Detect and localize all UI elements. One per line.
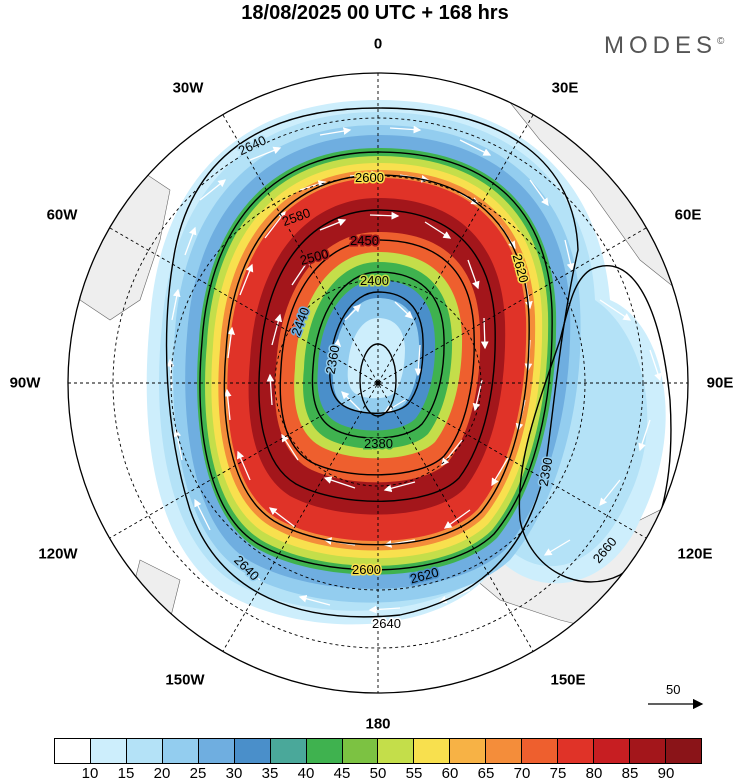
colorbar-cell xyxy=(198,739,235,763)
lon-label-30w: 30W xyxy=(172,79,204,97)
polar-map: 2640 2600 2580 2500 2450 2400 2440 2360 … xyxy=(67,72,689,694)
lon-label-0: 0 xyxy=(373,35,383,53)
contour-label: 2380 xyxy=(364,436,393,451)
colorbar-cell xyxy=(378,739,415,763)
height-contours xyxy=(165,107,672,618)
lon-label-180: 180 xyxy=(365,715,391,733)
colorbar-cell xyxy=(450,739,487,763)
colorbar-cell xyxy=(306,739,343,763)
colorbar-cell xyxy=(162,739,199,763)
lon-label-60e: 60E xyxy=(674,206,702,224)
vector-reference-label: 50 xyxy=(666,682,681,697)
colorbar-label: 45 xyxy=(333,765,351,782)
colorbar-label: 65 xyxy=(477,765,495,782)
colorbar-cell xyxy=(126,739,163,763)
wind-band-10-inner xyxy=(347,318,405,399)
contour-label: 2390 xyxy=(536,456,556,487)
colorbar-label: 70 xyxy=(513,765,531,782)
lon-label-90w: 90W xyxy=(9,374,41,392)
colorbar-label: 90 xyxy=(657,765,675,782)
lon-label-120w: 120W xyxy=(38,545,78,563)
colorbar-label: 60 xyxy=(441,765,459,782)
colorbar-label: 55 xyxy=(405,765,423,782)
colorbar-label: 50 xyxy=(369,765,387,782)
colorbar-label: 30 xyxy=(225,765,243,782)
colorbar-label: 40 xyxy=(297,765,315,782)
lon-label-60w: 60W xyxy=(46,206,78,224)
colorbar-cell xyxy=(594,739,630,763)
lon-label-90e: 90E xyxy=(706,374,734,392)
colorbar-cell xyxy=(270,739,307,763)
contour-label: 2400 xyxy=(360,273,389,288)
colorbar-label: 75 xyxy=(549,765,567,782)
colorbar xyxy=(54,738,702,764)
vector-reference-arrow xyxy=(648,698,704,710)
colorbar-label: 85 xyxy=(621,765,639,782)
colorbar-label: 15 xyxy=(117,765,135,782)
colorbar-cell xyxy=(665,739,701,763)
colorbar-label: 80 xyxy=(585,765,603,782)
colorbar-cell xyxy=(630,739,666,763)
colorbar-cell xyxy=(90,739,127,763)
map-border xyxy=(67,72,689,694)
contour-label: 2360 xyxy=(323,344,343,375)
lon-label-120e: 120E xyxy=(677,545,713,563)
lon-label-150e: 150E xyxy=(550,671,586,689)
brand-text: MODES xyxy=(604,32,718,59)
contour-label: 2600 xyxy=(355,170,384,185)
colorbar-label: 10 xyxy=(81,765,99,782)
colorbar-cell xyxy=(414,739,451,763)
colorbar-cell xyxy=(558,739,595,763)
contour-label: 2600 xyxy=(352,562,381,577)
colorbar-cell xyxy=(522,739,559,763)
colorbar-cell xyxy=(55,739,91,763)
map-title: 18/08/2025 00 UTC + 168 hrs xyxy=(241,2,509,24)
contour-label: 2640 xyxy=(372,616,401,631)
colorbar-label: 20 xyxy=(153,765,171,782)
contour-label: 2450 xyxy=(350,233,379,248)
pole-marker xyxy=(375,380,381,386)
graticule xyxy=(68,73,688,693)
colorbar-label: 35 xyxy=(261,765,279,782)
brand-logo: MODES© xyxy=(604,32,724,60)
colorbar-cell xyxy=(342,739,379,763)
lon-label-150w: 150W xyxy=(165,671,205,689)
brand-mark: © xyxy=(717,36,725,47)
colorbar-cell xyxy=(234,739,271,763)
colorbar-cell xyxy=(486,739,523,763)
lon-label-30e: 30E xyxy=(551,79,579,97)
colorbar-label: 25 xyxy=(189,765,207,782)
